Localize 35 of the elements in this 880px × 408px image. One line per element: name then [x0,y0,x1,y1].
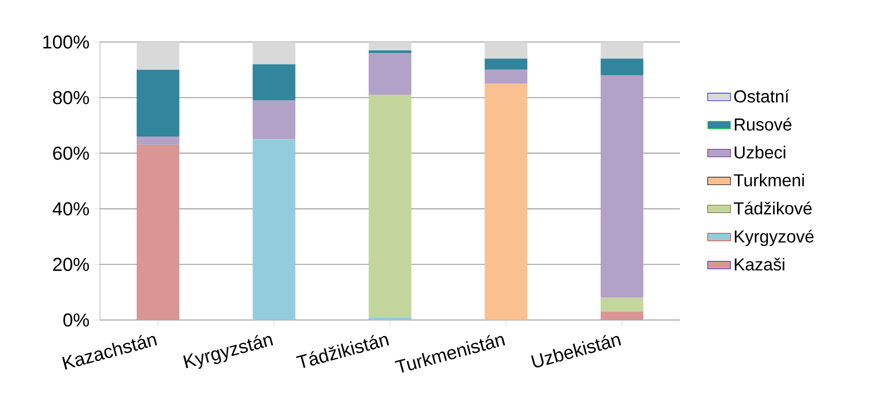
bar [252,100,296,140]
y-tick-label: 20% [53,258,89,272]
bar [368,317,412,320]
y-tick-label: 0% [63,313,89,327]
legend-label: Kyrgyzové [734,230,814,246]
bar [600,298,644,312]
bar [484,70,528,84]
bar [600,58,644,76]
bar [484,58,528,70]
bar [252,64,296,100]
bar [136,136,180,145]
bar [252,139,296,320]
legend-label: Turkmeni [734,174,804,186]
legend-label: Kazaši [734,258,784,271]
legend-label: Ostatní [734,90,790,103]
y-tick-label: 100% [43,35,89,49]
legend-label: Tádžikové [734,202,812,215]
y-tick-label: 60% [53,146,89,160]
legend-label: Uzbeci [734,146,786,159]
y-tick-label: 80% [53,90,89,104]
bar [368,50,412,54]
bar [368,53,412,95]
bar [136,70,180,137]
bar [484,42,528,59]
bar [600,312,644,320]
bar [368,42,412,50]
bar [136,42,180,70]
bar [252,42,296,64]
bar [600,75,644,298]
bar [600,42,644,59]
legend-label: Rusové [734,118,792,131]
bar [368,94,412,318]
y-tick-label: 40% [52,202,89,216]
bar [136,144,180,320]
bar [484,84,528,320]
